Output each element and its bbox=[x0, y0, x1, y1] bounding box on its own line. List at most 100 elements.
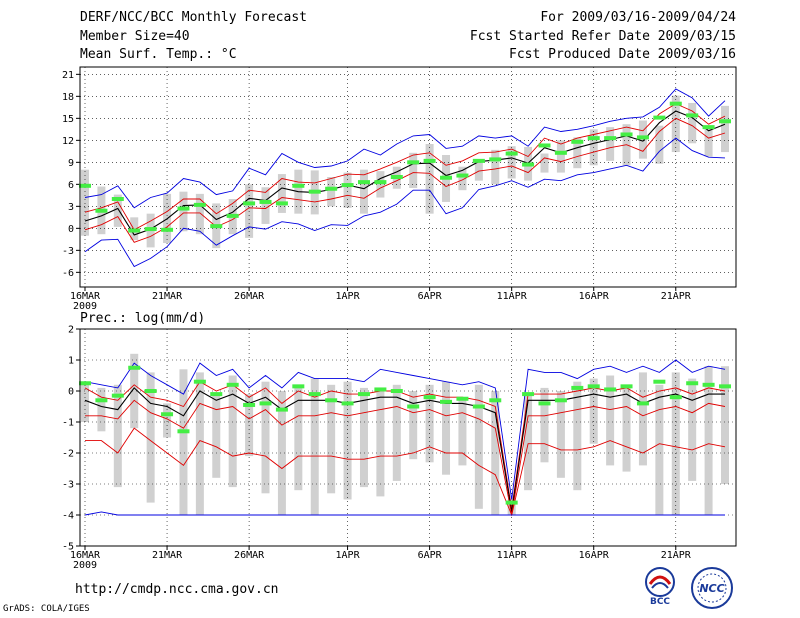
observed-mark bbox=[407, 404, 420, 409]
x-tick-label: 21APR bbox=[661, 550, 692, 561]
range-bar bbox=[277, 391, 286, 515]
range-bar bbox=[113, 384, 122, 488]
observed-mark bbox=[538, 143, 551, 148]
range-bar bbox=[409, 152, 418, 188]
range-bar bbox=[721, 105, 729, 153]
x-tick-label: 6APR bbox=[418, 291, 443, 302]
series-spread-upper bbox=[84, 103, 726, 231]
x-tick-label: 16MAR bbox=[70, 291, 101, 302]
y-tick-label: 6 bbox=[68, 180, 74, 191]
range-bar bbox=[425, 144, 434, 214]
range-bar bbox=[195, 372, 204, 515]
range-bar bbox=[261, 381, 270, 494]
range-bar bbox=[376, 387, 385, 497]
range-bar bbox=[327, 177, 336, 207]
series-envelope-max bbox=[84, 88, 726, 209]
range-bar bbox=[163, 403, 172, 438]
x-tick-label: 6APR bbox=[418, 550, 443, 561]
range-bar bbox=[688, 378, 697, 481]
y-tick-label: 9 bbox=[68, 158, 74, 169]
y-tick-label: -4 bbox=[62, 511, 74, 522]
range-bar bbox=[606, 375, 615, 466]
observed-mark bbox=[292, 183, 305, 188]
observed-mark bbox=[407, 160, 420, 165]
y-tick-label: -2 bbox=[62, 449, 74, 460]
observed-mark bbox=[144, 389, 157, 393]
observed-mark bbox=[587, 136, 600, 141]
observed-mark bbox=[341, 183, 354, 188]
plot-frame bbox=[79, 328, 737, 547]
observed-mark bbox=[308, 189, 321, 194]
svg-text:NCC: NCC bbox=[699, 582, 724, 595]
range-bar bbox=[540, 153, 549, 173]
observed-mark bbox=[374, 387, 387, 392]
observed-mark bbox=[489, 157, 502, 162]
observed-mark bbox=[686, 381, 699, 386]
x-tick-label: 26MAR bbox=[234, 550, 265, 561]
range-bar bbox=[179, 369, 188, 515]
observed-mark bbox=[538, 401, 551, 406]
observed-mark bbox=[292, 384, 305, 389]
observed-mark bbox=[390, 175, 403, 179]
x-tick-label: 1APR bbox=[336, 550, 361, 561]
observed-mark bbox=[604, 136, 617, 141]
range-bar bbox=[540, 387, 549, 463]
range-bar bbox=[721, 366, 729, 484]
range-bar bbox=[556, 391, 565, 478]
range-bar bbox=[359, 387, 368, 488]
observed-mark bbox=[587, 384, 600, 389]
observed-mark bbox=[390, 389, 403, 393]
bcc-logo: BCC bbox=[645, 567, 675, 606]
observed-mark bbox=[79, 381, 91, 386]
y-tick-label: 0 bbox=[68, 224, 74, 235]
chart-title: DERF/NCC/BCC Monthly Forecast bbox=[80, 10, 307, 25]
x-tick-label: 1APR bbox=[336, 291, 361, 302]
observed-mark bbox=[522, 392, 535, 397]
range-bar bbox=[146, 372, 155, 503]
x-tick-label: 16APR bbox=[579, 550, 610, 561]
x-tick-label: 11APR bbox=[497, 550, 528, 561]
range-bar bbox=[294, 387, 303, 491]
range-bar bbox=[491, 149, 500, 185]
forecast-start-date: Fcst Started Refer Date 2009/03/15 bbox=[469, 29, 736, 44]
observed-mark bbox=[571, 139, 584, 144]
y-tick-label: 2 bbox=[68, 325, 74, 336]
observed-mark bbox=[505, 151, 518, 156]
observed-mark bbox=[554, 398, 567, 403]
observed-mark bbox=[111, 197, 124, 201]
observed-mark bbox=[702, 382, 715, 387]
observed-mark bbox=[111, 393, 124, 398]
observed-mark bbox=[636, 401, 649, 406]
observed-mark bbox=[423, 158, 436, 163]
x-tick-label: 21MAR bbox=[152, 550, 183, 561]
x-tick-label: 26MAR bbox=[234, 291, 265, 302]
observed-mark bbox=[653, 115, 666, 120]
observed-mark bbox=[275, 201, 288, 206]
range-bar bbox=[409, 391, 418, 460]
observed-mark bbox=[79, 183, 91, 188]
range-bar bbox=[474, 384, 483, 509]
range-bar bbox=[589, 378, 598, 444]
y-tick-label: 21 bbox=[62, 70, 74, 81]
range-bar bbox=[671, 372, 680, 515]
observed-mark bbox=[719, 384, 731, 389]
range-bar bbox=[343, 381, 352, 500]
observed-mark bbox=[243, 402, 256, 407]
precip-panel-title: Prec.: log(mm/d) bbox=[80, 311, 205, 326]
range-bar bbox=[655, 125, 664, 164]
observed-mark bbox=[653, 379, 666, 384]
range-bar bbox=[212, 394, 221, 478]
observed-mark bbox=[374, 180, 387, 185]
observed-mark bbox=[341, 401, 354, 406]
observed-mark bbox=[456, 396, 469, 401]
observed-mark bbox=[325, 186, 338, 191]
observed-mark bbox=[620, 384, 633, 389]
series-spread-lower bbox=[85, 399, 726, 516]
source-url[interactable]: http://cmdp.ncc.cma.gov.cn bbox=[75, 582, 279, 597]
observed-mark bbox=[669, 101, 682, 106]
range-bar bbox=[425, 384, 434, 463]
observed-mark bbox=[193, 379, 206, 384]
observed-mark bbox=[719, 119, 731, 124]
